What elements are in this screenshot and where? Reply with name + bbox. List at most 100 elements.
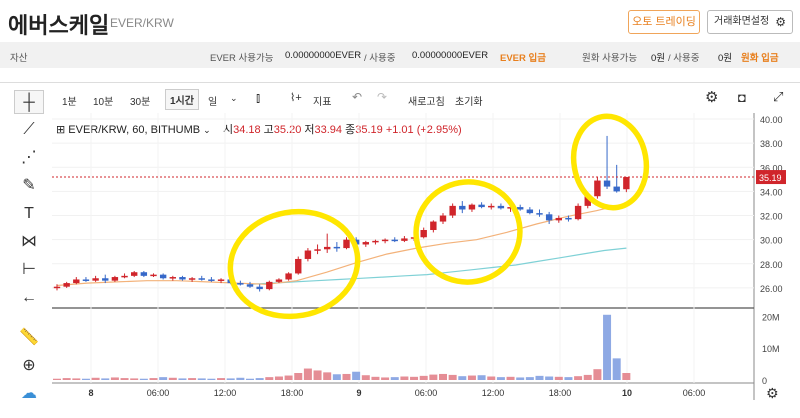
legend-low: 33.94 (314, 124, 343, 136)
candle-body (285, 273, 292, 280)
volume-bar (207, 378, 216, 380)
zoom-in-icon[interactable]: ⊕ (22, 357, 36, 374)
pair-label: EVER/KRW (110, 16, 174, 30)
volume-bar (149, 378, 158, 380)
candle-type-icon[interactable]: ⫾ (256, 90, 261, 105)
volume-tick-label: 10M (762, 344, 780, 354)
candle-body (324, 246, 331, 250)
candle-body (102, 278, 109, 281)
redo-icon[interactable]: ↷ (377, 90, 388, 104)
text-tool-icon[interactable]: T (24, 205, 34, 222)
indicator-button[interactable]: 지표 (313, 97, 332, 108)
interval-dropdown-chevron-icon[interactable]: ⌄ (230, 93, 238, 103)
candle-body (131, 272, 138, 276)
volume-bar (323, 372, 332, 380)
brush-tool-icon[interactable]: ✎ (22, 177, 36, 194)
candle-body (343, 239, 350, 249)
krw-available-label: 원화 사용가능 (582, 53, 638, 64)
volume-bar (265, 377, 274, 380)
candle-body (198, 278, 205, 280)
auto-trading-button[interactable]: 오토 트레이딩 (628, 10, 700, 34)
price-tick-label: 26.00 (760, 284, 783, 294)
volume-bar (274, 376, 283, 380)
legend-expand-icon[interactable]: ⊞ (56, 124, 66, 136)
volume-bar (217, 378, 226, 380)
interval-day[interactable]: 일 (208, 97, 218, 108)
volume-bar (101, 378, 110, 380)
candle-body (372, 240, 379, 243)
krw-available-value: 0원 (651, 53, 666, 64)
fib-tool-icon[interactable]: ⋰ (21, 149, 37, 166)
refresh-button[interactable]: 새로고침 (408, 97, 445, 108)
chart-settings-gear-icon[interactable]: ⚙ (705, 89, 719, 106)
interval-1h[interactable]: 1시간 (165, 89, 199, 110)
candle-body (545, 214, 553, 221)
candle-body (256, 286, 263, 290)
chart-area (0, 82, 800, 418)
pattern-tool-icon[interactable]: ⋈ (21, 233, 37, 250)
price-tick-label: 34.00 (760, 187, 783, 197)
candle-body (333, 246, 341, 249)
screenshot-camera-icon[interactable]: ◘ (738, 90, 746, 105)
fullscreen-icon[interactable]: ⤢ (773, 89, 784, 104)
interval-30m[interactable]: 30분 (130, 97, 151, 108)
volume-bar (574, 376, 583, 380)
candle-body (121, 275, 128, 278)
measure-tool-icon[interactable]: ⊢ (22, 261, 36, 278)
asset-label: 자산 (10, 53, 28, 64)
ruler-icon[interactable]: 📏 (19, 329, 39, 346)
axis-settings-gear-icon[interactable]: ⚙ (766, 386, 779, 402)
screen-settings-button[interactable]: 거래화면설정 ⚙ (707, 10, 793, 34)
volume-bar (361, 375, 370, 380)
price-tick-label: 28.00 (760, 260, 783, 270)
volume-bar (352, 371, 361, 380)
indicator-icon[interactable]: ⌇+ (290, 92, 302, 104)
volume-bar (419, 375, 428, 380)
candle-body (208, 279, 215, 281)
candle-body (362, 242, 369, 245)
candle-body (53, 286, 61, 289)
candle-body (275, 279, 283, 282)
candle-body (63, 283, 70, 287)
reset-button[interactable]: 초기화 (455, 97, 483, 108)
legend-close-label: 종 (345, 124, 356, 136)
krw-deposit-link[interactable]: 원화 입금 (741, 53, 779, 64)
time-tick-label: 8 (88, 388, 93, 398)
legend-symbol[interactable]: EVER/KRW, 60, BITHUMB (68, 124, 201, 136)
volume-bar (429, 374, 438, 380)
candle-body (73, 279, 80, 284)
volume-bar (593, 369, 602, 380)
ever-in-use-label: / 사용중 (364, 53, 396, 64)
candle-body (92, 278, 99, 281)
volume-bar (467, 375, 476, 380)
trendline-tool-icon[interactable]: ⟋ (23, 121, 35, 138)
candle-body (420, 230, 427, 238)
interval-10m[interactable]: 10분 (93, 97, 114, 108)
candle-body (449, 205, 456, 216)
volume-bar (120, 378, 129, 380)
volume-bar (255, 378, 264, 380)
back-arrow-icon[interactable]: ← (21, 289, 37, 306)
undo-icon[interactable]: ↶ (352, 90, 363, 104)
candle-body (140, 272, 148, 276)
volume-bar (516, 377, 525, 380)
cloud-icon[interactable]: ☁ (21, 385, 37, 402)
volume-bar (410, 376, 419, 380)
volume-bar (159, 377, 168, 380)
volume-bar (390, 377, 399, 380)
time-tick-label: 18:00 (281, 388, 304, 398)
volume-bar (487, 376, 496, 380)
legend-chevron-icon[interactable]: ⌄ (203, 125, 211, 135)
candle-body (497, 205, 505, 209)
candle-body (478, 204, 485, 208)
ever-deposit-link[interactable]: EVER 입금 (500, 53, 546, 64)
ma-fast-line (56, 202, 627, 287)
volume-bar (458, 376, 467, 380)
volume-bar (371, 376, 380, 380)
price-tick-label: 32.00 (760, 212, 783, 222)
volume-bar (178, 378, 187, 380)
interval-1m[interactable]: 1분 (62, 97, 77, 108)
candle-body (594, 180, 601, 197)
crosshair-tool-icon[interactable]: ┼ (14, 90, 44, 114)
